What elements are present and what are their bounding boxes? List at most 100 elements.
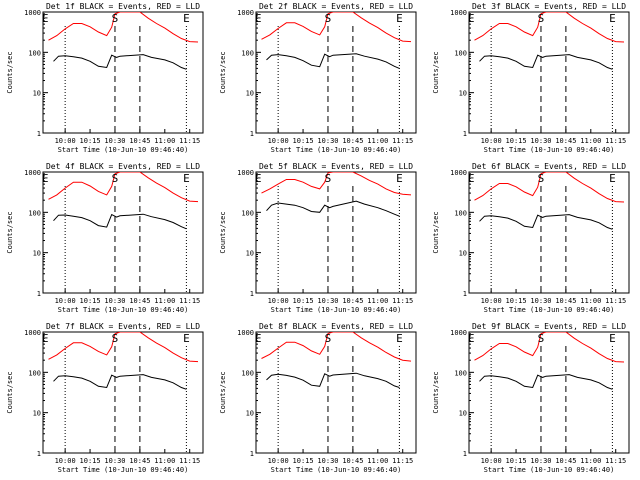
y-tick-label: 1000 (237, 169, 254, 177)
y-axis-label: Counts/sec (6, 371, 14, 413)
event-marker-label: S (112, 172, 119, 185)
event-marker-label: E (396, 332, 403, 345)
x-tick-label: 10:30 (530, 137, 551, 145)
y-axis-label: Counts/sec (6, 51, 14, 93)
y-tick-label: 1000 (24, 329, 41, 337)
y-tick-label: 1000 (24, 169, 41, 177)
y-tick-label: 1000 (237, 9, 254, 17)
plot-title: Det 6f BLACK = Events, RED = LLD (472, 162, 626, 171)
event-marker-label: S (112, 332, 119, 345)
x-tick-label: 10:45 (342, 137, 363, 145)
plot-frame (255, 11, 417, 134)
y-tick-label: 10 (33, 410, 41, 418)
x-tick-label: 11:00 (154, 137, 175, 145)
y-tick-label: 10 (459, 250, 467, 258)
x-tick-label: 10:00 (481, 137, 502, 145)
x-tick-label: 10:15 (293, 297, 314, 305)
x-tick-label: 10:45 (555, 137, 576, 145)
plot-title: Det 1f BLACK = Events, RED = LLD (46, 2, 200, 11)
y-tick-label: 1 (463, 130, 467, 138)
y-tick-label: 1 (37, 290, 41, 298)
x-tick-label: 10:45 (555, 457, 576, 465)
x-tick-label: 10:15 (506, 297, 527, 305)
plot-title: Det 2f BLACK = Events, RED = LLD (259, 2, 413, 11)
plot-title: Det 5f BLACK = Events, RED = LLD (259, 162, 413, 171)
lld-series-line (48, 12, 199, 43)
y-axis-label: Counts/sec (219, 51, 227, 93)
plot-title: Det 3f BLACK = Events, RED = LLD (472, 2, 626, 11)
event-marker-label: E (42, 12, 49, 25)
plot-frame (468, 171, 630, 294)
detector-panel: Det 8f BLACK = Events, RED = LLD 1 10 100 10… (219, 322, 417, 474)
event-marker-label: S (325, 332, 332, 345)
lld-series-line (474, 12, 625, 43)
x-tick-label: 10:15 (80, 297, 101, 305)
x-tick-label: 11:15 (605, 137, 626, 145)
events-series-line (479, 374, 613, 390)
event-marker-label: E (468, 172, 475, 185)
x-tick-label: 11:00 (367, 137, 388, 145)
lld-series-line (474, 172, 625, 203)
y-tick-label: 1000 (450, 169, 467, 177)
y-tick-label: 100 (454, 209, 467, 217)
x-axis-label: Start Time (10-Jun-10 09:46:40) (484, 306, 615, 314)
y-axis-label: Counts/sec (432, 51, 440, 93)
x-tick-label: 10:15 (506, 137, 527, 145)
y-tick-label: 10 (246, 90, 254, 98)
y-tick-label: 100 (241, 369, 254, 377)
y-axis-label: Counts/sec (432, 371, 440, 413)
x-tick-label: 10:15 (80, 137, 101, 145)
event-marker-label: E (609, 12, 616, 25)
detector-panel: Det 9f BLACK = Events, RED = LLD 1 10 100 10… (432, 322, 630, 474)
x-tick-label: 10:30 (104, 297, 125, 305)
y-tick-label: 100 (28, 49, 41, 57)
y-tick-label: 1 (250, 450, 254, 458)
event-marker-label: E (396, 12, 403, 25)
plot-frame (255, 171, 417, 294)
events-series-line (266, 200, 400, 217)
event-marker-label: S (325, 172, 332, 185)
event-marker-label: E (255, 12, 262, 25)
event-marker-label: S (538, 12, 545, 25)
x-tick-label: 11:15 (179, 297, 200, 305)
y-axis-label: Counts/sec (219, 371, 227, 413)
events-series-line (479, 214, 613, 230)
y-tick-label: 1 (37, 130, 41, 138)
event-marker-label: E (468, 12, 475, 25)
y-tick-label: 1 (250, 130, 254, 138)
y-tick-label: 10 (459, 410, 467, 418)
plot-title: Det 4f BLACK = Events, RED = LLD (46, 162, 200, 171)
x-tick-label: 11:00 (580, 297, 601, 305)
lld-series-line (48, 172, 199, 203)
y-tick-label: 1000 (450, 329, 467, 337)
detector-panel: Det 2f BLACK = Events, RED = LLD 1 10 100 10… (219, 2, 417, 154)
y-tick-label: 1 (463, 290, 467, 298)
x-axis-label: Start Time (10-Jun-10 09:46:40) (58, 466, 189, 474)
plot-frame (468, 11, 630, 134)
y-tick-label: 10 (33, 250, 41, 258)
x-tick-label: 10:15 (293, 137, 314, 145)
x-tick-label: 11:00 (154, 457, 175, 465)
x-tick-label: 10:15 (506, 457, 527, 465)
event-marker-label: S (538, 332, 545, 345)
x-tick-label: 10:30 (317, 137, 338, 145)
event-marker-label: E (396, 172, 403, 185)
x-tick-label: 10:00 (268, 137, 289, 145)
y-tick-label: 100 (241, 209, 254, 217)
event-marker-label: E (183, 12, 190, 25)
events-series-line (53, 374, 187, 390)
y-axis-label: Counts/sec (219, 211, 227, 253)
x-tick-label: 10:15 (293, 457, 314, 465)
x-tick-label: 10:45 (342, 457, 363, 465)
x-tick-label: 11:15 (392, 137, 413, 145)
x-tick-label: 10:45 (129, 457, 150, 465)
x-axis-label: Start Time (10-Jun-10 09:46:40) (271, 466, 402, 474)
plot-frame (42, 11, 204, 134)
events-series-line (479, 54, 613, 70)
plot-title: Det 9f BLACK = Events, RED = LLD (472, 322, 626, 331)
plot-frame (42, 171, 204, 294)
event-marker-label: E (183, 332, 190, 345)
y-tick-label: 100 (454, 369, 467, 377)
y-tick-label: 10 (459, 90, 467, 98)
events-series-line (53, 213, 187, 230)
